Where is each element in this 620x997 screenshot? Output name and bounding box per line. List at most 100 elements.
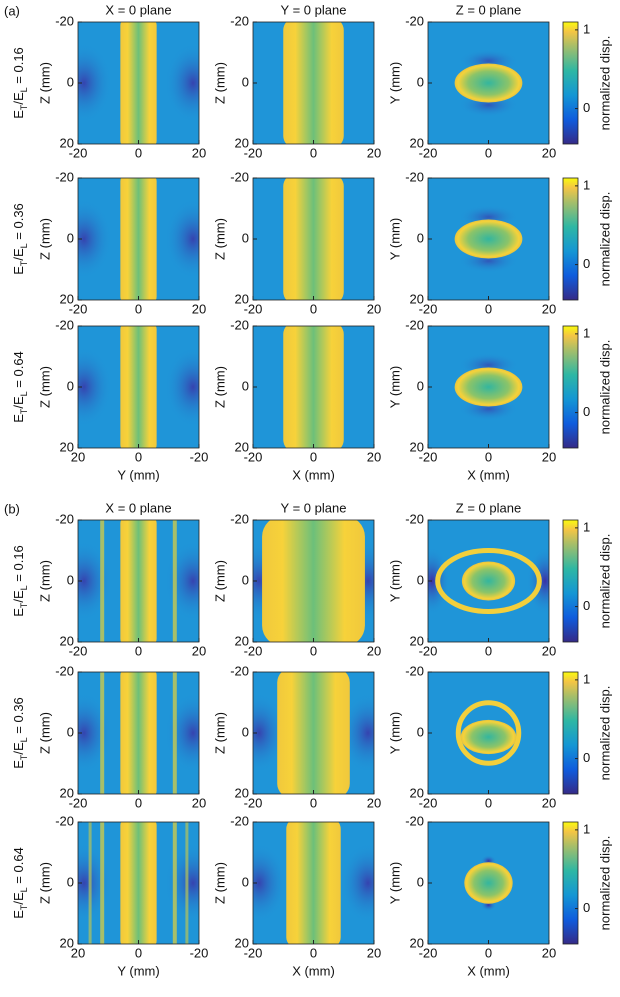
row-label-subscript: T bbox=[19, 104, 29, 110]
row-label-part: = 0.16 bbox=[11, 545, 26, 585]
x-tick-label: -20 bbox=[69, 643, 88, 658]
y-tick-label: 20 bbox=[235, 291, 249, 306]
heatmap-ring bbox=[455, 700, 522, 766]
y-axis-label: Y (mm) bbox=[387, 62, 402, 104]
colorbar bbox=[562, 21, 579, 145]
x-tick-label: 0 bbox=[485, 795, 492, 810]
row-label-part: /E bbox=[11, 396, 26, 409]
heatmap bbox=[78, 22, 199, 144]
y-axis-label: Z (mm) bbox=[212, 62, 227, 104]
x-tick-label: -20 bbox=[419, 945, 438, 960]
x-tick-label: 0 bbox=[485, 643, 492, 658]
column-title: Z = 0 plane bbox=[456, 500, 521, 515]
colorbar-label: normalized disp. bbox=[597, 340, 612, 435]
part-label: (a) bbox=[4, 3, 20, 18]
heatmap bbox=[428, 326, 549, 448]
row-label-subscript: T bbox=[19, 260, 29, 266]
x-tick-label: -20 bbox=[419, 449, 438, 464]
y-tick-label: 0 bbox=[67, 724, 74, 739]
row-label-part: = 0.36 bbox=[11, 697, 26, 737]
heatmap-band bbox=[286, 822, 341, 944]
x-tick-label: 20 bbox=[367, 945, 381, 960]
y-tick-label: -20 bbox=[230, 663, 249, 678]
y-tick-label: 0 bbox=[242, 378, 249, 393]
x-tick-label: -20 bbox=[244, 643, 263, 658]
x-tick-label: -20 bbox=[69, 301, 88, 316]
x-tick-label: 0 bbox=[485, 145, 492, 160]
row-label-subscript: T bbox=[19, 408, 29, 414]
y-tick-label: 20 bbox=[410, 439, 424, 454]
y-tick-label: -20 bbox=[55, 13, 74, 28]
y-tick-label: 20 bbox=[410, 135, 424, 150]
heatmap-band bbox=[120, 178, 157, 300]
y-tick-label: 0 bbox=[242, 874, 249, 889]
row-label-part: /E bbox=[11, 590, 26, 603]
colorbar-tick-label: 1 bbox=[583, 671, 590, 686]
row-label-part: E bbox=[11, 414, 26, 423]
heatmap-dark-lobe bbox=[78, 43, 112, 123]
y-tick-label: 20 bbox=[235, 135, 249, 150]
x-tick-label: 0 bbox=[485, 945, 492, 960]
x-tick-label: 0 bbox=[310, 449, 317, 464]
y-tick-label: 0 bbox=[67, 572, 74, 587]
heatmap-fringe bbox=[172, 822, 177, 944]
x-tick-label: 0 bbox=[310, 795, 317, 810]
y-tick-label: 20 bbox=[410, 633, 424, 648]
heatmap-band bbox=[120, 326, 157, 448]
row-label-subscript: L bbox=[19, 585, 29, 590]
y-tick-label: 0 bbox=[417, 724, 424, 739]
y-axis-label: Z (mm) bbox=[212, 218, 227, 260]
heatmap bbox=[428, 178, 549, 300]
y-axis-label: Y (mm) bbox=[387, 862, 402, 904]
x-tick-label: -20 bbox=[69, 145, 88, 160]
heatmap bbox=[428, 822, 549, 944]
x-tick-label: 20 bbox=[192, 301, 206, 316]
row-label-subscript: T bbox=[19, 904, 29, 910]
y-axis-label: Y (mm) bbox=[387, 560, 402, 602]
heatmap bbox=[78, 326, 199, 448]
heatmap bbox=[428, 22, 549, 144]
x-tick-label: -20 bbox=[419, 795, 438, 810]
column-title: Y = 0 plane bbox=[281, 500, 347, 515]
heatmap-dark-lobe bbox=[253, 843, 287, 923]
colorbar-tick-label: 0 bbox=[583, 256, 590, 271]
x-tick-label: 0 bbox=[310, 301, 317, 316]
colorbar bbox=[562, 519, 579, 643]
colorbar-tick-label: 0 bbox=[583, 900, 590, 915]
y-tick-label: 20 bbox=[410, 785, 424, 800]
colorbar-tick-label: 1 bbox=[583, 21, 590, 36]
y-axis-label: Y (mm) bbox=[387, 712, 402, 754]
colorbar-label: normalized disp. bbox=[597, 836, 612, 931]
heatmap-band bbox=[120, 822, 157, 944]
y-tick-label: 20 bbox=[235, 633, 249, 648]
heatmap bbox=[253, 822, 374, 944]
column-title: Z = 0 plane bbox=[456, 2, 521, 17]
x-tick-label: 20 bbox=[192, 795, 206, 810]
y-tick-label: -20 bbox=[230, 317, 249, 332]
row-label-subscript: L bbox=[19, 887, 29, 892]
y-tick-label: -20 bbox=[230, 169, 249, 184]
y-axis-label: Z (mm) bbox=[212, 366, 227, 408]
heatmap-ellipse bbox=[464, 862, 513, 904]
y-tick-label: 0 bbox=[242, 572, 249, 587]
y-axis-label: Z (mm) bbox=[37, 218, 52, 260]
colorbar-tick-label: 0 bbox=[583, 750, 590, 765]
heatmap-band bbox=[120, 672, 157, 794]
row-label: ET/EL = 0.64 bbox=[11, 847, 29, 919]
row-label-part: /E bbox=[11, 92, 26, 105]
y-tick-label: 20 bbox=[235, 439, 249, 454]
heatmap-dark-lobe bbox=[165, 199, 199, 279]
y-tick-label: 20 bbox=[60, 439, 74, 454]
x-axis-label: X (mm) bbox=[467, 963, 510, 978]
colorbar-tick-label: 1 bbox=[583, 821, 590, 836]
x-tick-label: 0 bbox=[135, 449, 142, 464]
y-tick-label: -20 bbox=[230, 13, 249, 28]
y-tick-label: 20 bbox=[235, 935, 249, 950]
row-label-part: = 0.16 bbox=[11, 47, 26, 87]
y-axis-label: Y (mm) bbox=[387, 218, 402, 260]
heatmap-band bbox=[120, 22, 157, 144]
x-axis-label: Y (mm) bbox=[117, 467, 159, 482]
heatmap-fringe bbox=[100, 520, 105, 642]
y-tick-label: 20 bbox=[60, 291, 74, 306]
